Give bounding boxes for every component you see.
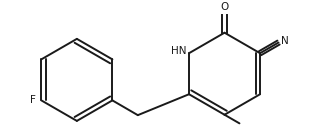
Text: F: F: [30, 95, 36, 105]
Text: O: O: [220, 2, 229, 12]
Text: HN: HN: [170, 46, 186, 56]
Text: N: N: [281, 36, 289, 46]
